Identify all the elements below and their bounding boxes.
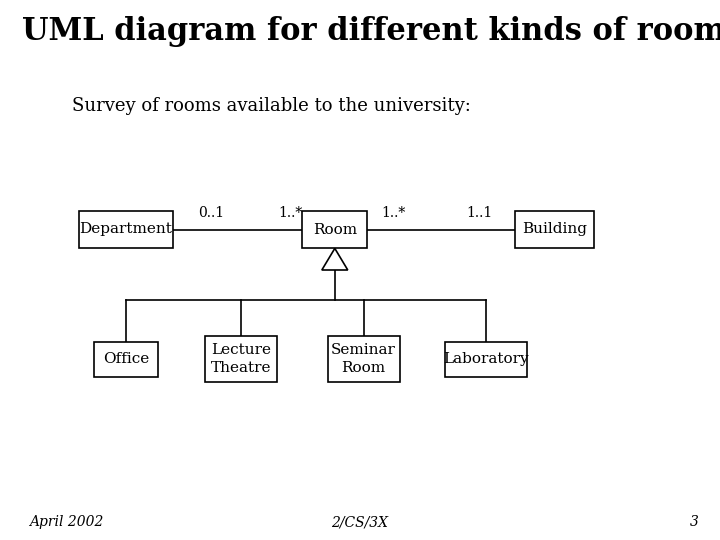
Text: April 2002: April 2002 — [29, 515, 103, 529]
Text: Office: Office — [103, 352, 149, 366]
Text: 0..1: 0..1 — [198, 206, 224, 220]
Text: Laboratory: Laboratory — [444, 352, 528, 366]
Text: 2/CS/3X: 2/CS/3X — [331, 515, 389, 529]
Text: 1..*: 1..* — [381, 206, 405, 220]
Text: Lecture
Theatre: Lecture Theatre — [211, 343, 271, 375]
Bar — [515, 211, 594, 248]
Text: Department: Department — [80, 222, 172, 237]
Bar — [328, 336, 400, 382]
Bar — [445, 342, 527, 377]
Bar — [79, 211, 173, 248]
Text: 3: 3 — [690, 515, 698, 529]
Text: 1..*: 1..* — [278, 206, 302, 220]
Text: Seminar
Room: Seminar Room — [331, 343, 396, 375]
Bar — [205, 336, 277, 382]
Text: Building: Building — [522, 222, 587, 237]
Polygon shape — [322, 248, 348, 270]
Text: Survey of rooms available to the university:: Survey of rooms available to the univers… — [72, 97, 471, 115]
Text: 1..1: 1..1 — [467, 206, 492, 220]
Text: UML diagram for different kinds of rooms: UML diagram for different kinds of rooms — [22, 16, 720, 47]
Bar — [94, 342, 158, 377]
Text: Room: Room — [312, 222, 357, 237]
Bar — [302, 211, 367, 248]
